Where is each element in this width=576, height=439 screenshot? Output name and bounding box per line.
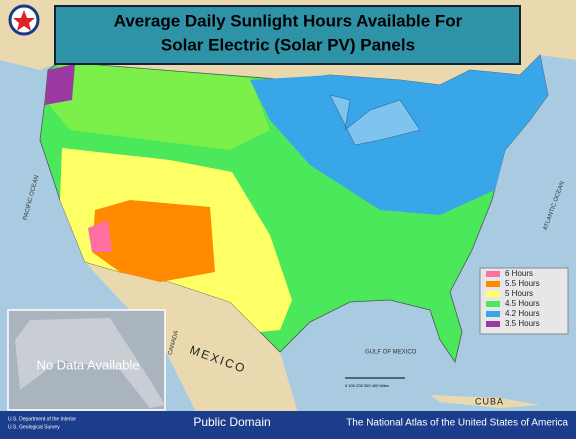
ocean-label: GULF OF MEXICO <box>365 350 417 356</box>
no-data-label: No Data Available <box>36 357 139 372</box>
legend-swatch <box>486 271 500 277</box>
legend-label: 4.5 Hours <box>505 299 540 308</box>
atlas-label: The National Atlas of the United States … <box>346 418 568 429</box>
title-line: Solar Electric (Solar PV) Panels <box>161 35 415 54</box>
legend-swatch <box>486 291 500 297</box>
zone-6 <box>88 220 112 252</box>
mexico-land <box>85 262 300 420</box>
legend-swatch <box>486 321 500 327</box>
legend-label: 5.5 Hours <box>505 279 540 288</box>
legend-label: 5 Hours <box>505 289 533 298</box>
legend-swatch <box>486 301 500 307</box>
cuba-land <box>430 395 540 408</box>
legend-label: 3.5 Hours <box>505 319 540 328</box>
legend-swatch <box>486 281 500 287</box>
legend-label: 6 Hours <box>505 269 533 278</box>
scale-label: 0 100 200 300 400 Miles <box>345 383 389 388</box>
zone-lime <box>45 62 270 150</box>
alaska-land <box>15 318 165 408</box>
license-label: Public Domain <box>193 415 270 429</box>
legend-swatch <box>486 311 500 317</box>
legend-label: 4.2 Hours <box>505 309 540 318</box>
zone-3-5 <box>45 64 75 105</box>
title-line: Average Daily Sunlight Hours Available F… <box>114 11 463 30</box>
agency-label: U.S. Department of the Interior <box>8 416 76 422</box>
country-label: CUBA <box>475 396 504 406</box>
agency-label: U.S. Geological Survey <box>8 424 60 430</box>
title-box <box>54 5 521 65</box>
zone-5-5 <box>92 200 215 282</box>
footer <box>0 411 576 439</box>
great-lakes <box>329 94 421 146</box>
logo-star <box>13 10 35 31</box>
